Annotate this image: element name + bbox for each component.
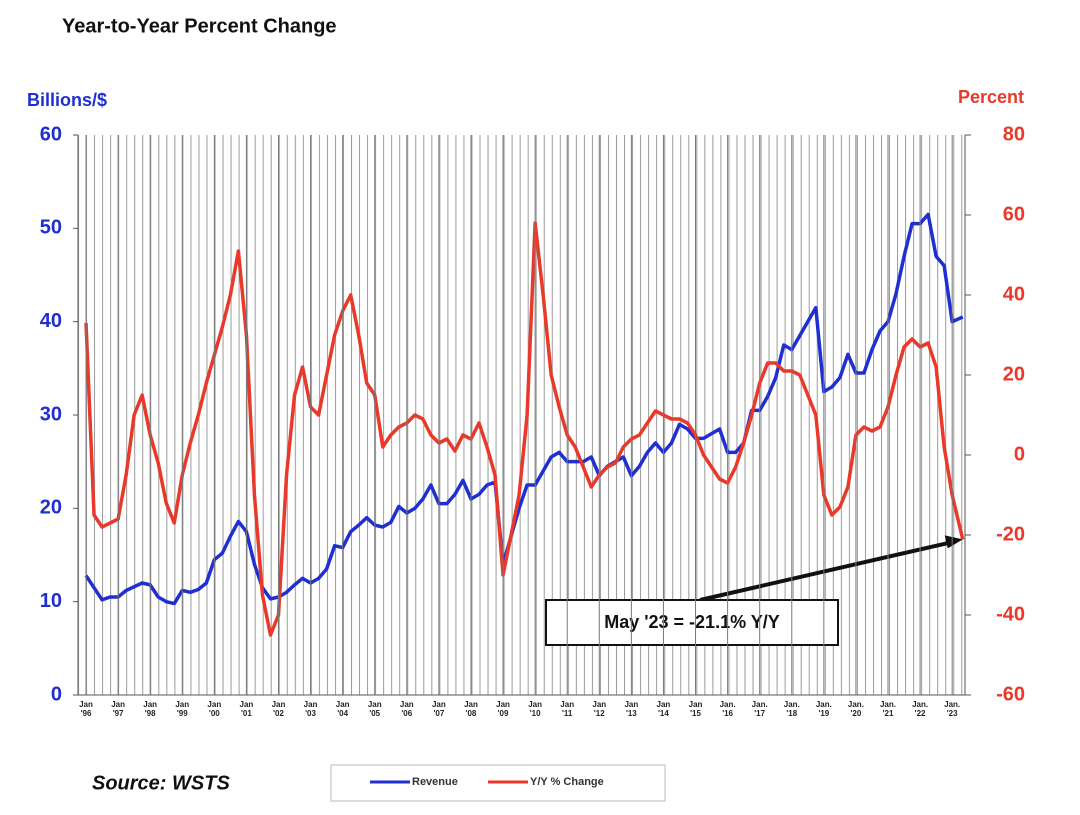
x-tick-label: Jan. '19 [815,700,832,718]
y2-tick-label: -60 [996,683,1025,705]
x-tick-label: Jan '09 [496,700,510,718]
x-tick-label: Jan '00 [207,700,222,718]
annotation-arrowhead [944,535,963,549]
x-tick-label: Jan. '17 [751,700,768,718]
y2-tick-label: 80 [1003,123,1025,145]
y-tick-label: 30 [40,403,62,425]
x-tick-label: Jan. '16 [719,700,736,718]
x-tick-label: Jan '12 [592,700,607,718]
chart-title: Year-to-Year Percent Change [62,15,337,37]
x-tick-label: Jan '96 [79,700,93,718]
y-tick-label: 20 [40,497,62,519]
y2-tick-label: 40 [1003,283,1025,305]
series-line [84,212,964,606]
legend-label: Revenue [412,776,458,788]
x-tick-label: Jan. '20 [847,700,864,718]
y2-tick-label: 20 [1003,363,1025,385]
x-tick-label: Jan '99 [175,700,190,718]
y-tick-label: 50 [40,217,62,239]
x-tick-label: Jan. '22 [912,700,929,718]
x-tick-label: Jan '06 [399,700,414,718]
x-tick-label: Jan '04 [335,700,350,718]
x-tick-label: Jan '11 [560,700,575,718]
annotation: May '23 = -21.1% Y/Y [604,612,780,632]
x-tick-label: Jan '07 [431,700,446,718]
y2-axis-label: Percent [958,87,1024,107]
source: Source: WSTS [92,772,230,794]
x-tick-label: Jan. '23 [944,700,961,718]
y-tick-label: 40 [40,310,62,332]
y2-tick-label: -20 [996,523,1025,545]
y-tick-label: 10 [40,590,62,612]
x-tick-label: Jan '02 [271,700,286,718]
x-tick-label: Jan '14 [656,700,671,718]
x-tick-label: Jan. '18 [783,700,800,718]
y-axis-label: Billions/$ [27,90,107,110]
y2-tick-label: -40 [996,603,1025,625]
x-tick-label: Jan '98 [143,700,158,718]
x-tick-label: Jan '15 [688,700,703,718]
legend-label: Y/Y % Change [530,776,604,788]
y2-tick-label: 0 [1014,443,1025,465]
y2-tick-label: 60 [1003,203,1025,225]
y-tick-label: 60 [40,123,62,145]
annotation-arrow [699,540,952,602]
x-tick-label: Jan '13 [624,700,639,718]
x-tick-label: Jan '03 [303,700,318,718]
x-tick-label: Jan '08 [464,700,478,718]
x-tick-label: Jan '05 [367,700,382,718]
x-tick-label: Jan '97 [111,700,125,718]
series-line [84,221,965,637]
x-tick-label: Jan '01 [239,700,254,718]
annotation-box [545,599,839,646]
y-tick-label: 0 [51,683,62,705]
x-tick-label: Jan. '21 [879,700,896,718]
x-tick-label: Jan '10 [528,700,543,718]
